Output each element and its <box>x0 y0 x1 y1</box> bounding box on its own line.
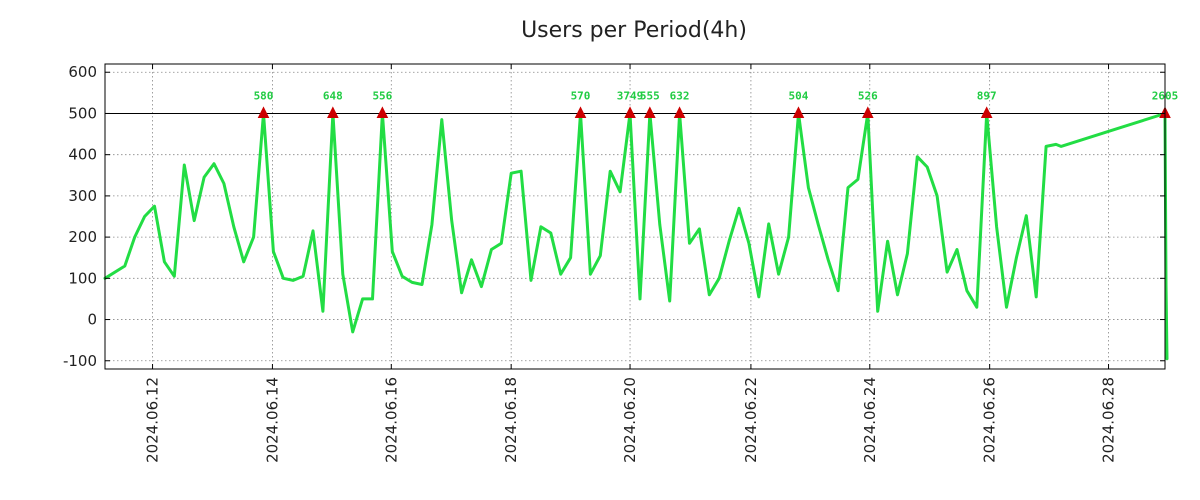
x-tick-label: 2024.06.22 <box>742 377 760 463</box>
x-tick-label: 2024.06.14 <box>263 377 281 463</box>
y-tick-label: 400 <box>68 146 97 164</box>
peak-marker <box>574 106 587 118</box>
y-tick-label: 500 <box>68 104 97 122</box>
peak-marker <box>376 106 389 118</box>
peak-label: 555 <box>640 89 660 102</box>
peak-marker <box>980 106 993 118</box>
peak-label: 526 <box>858 89 878 102</box>
peak-marker <box>673 106 686 118</box>
peak-marker <box>792 106 805 118</box>
peak-label: 3749 <box>617 89 644 102</box>
y-tick-label: 600 <box>68 63 97 81</box>
peak-label: 648 <box>323 89 343 102</box>
y-tick-label: 200 <box>68 228 97 246</box>
peak-label: 632 <box>670 89 690 102</box>
axis-layer: 600 500 400 300 200 100 0 -100 2024.06.12 2024.06… <box>63 63 1166 463</box>
peak-marker <box>257 106 270 118</box>
grid-layer <box>105 64 1165 369</box>
peak-label: 570 <box>571 89 591 102</box>
y-tick-label: 300 <box>68 187 97 205</box>
peak-marker <box>624 106 636 118</box>
peak-label: 897 <box>977 89 997 102</box>
x-tick-label: 2024.06.20 <box>621 377 639 463</box>
plot-frame <box>104 63 1166 370</box>
peak-label: 556 <box>372 89 392 102</box>
peak-label: 504 <box>789 89 809 102</box>
series-layer <box>103 112 1169 361</box>
x-tick-label: 2024.06.12 <box>144 377 162 463</box>
y-tick-label: -100 <box>63 352 97 370</box>
x-tick-label: 2024.06.18 <box>502 377 520 463</box>
peak-marker <box>327 106 339 118</box>
users-series-line <box>103 112 1169 361</box>
x-tick-label: 2024.06.24 <box>861 377 879 463</box>
y-tick-label: 0 <box>87 311 97 329</box>
peak-marker <box>644 106 656 118</box>
x-tick-label: 2024.06.16 <box>382 377 400 463</box>
peak-marker <box>861 106 874 118</box>
peak-label: 580 <box>254 89 274 102</box>
x-tick-label: 2024.06.28 <box>1100 377 1118 463</box>
x-tick-label: 2024.06.26 <box>981 377 999 463</box>
y-tick-label: 100 <box>68 269 97 287</box>
chart-title: Users per Period(4h) <box>521 18 747 43</box>
